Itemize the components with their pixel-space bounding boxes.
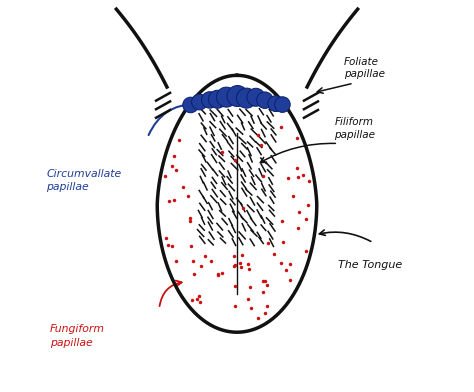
- Circle shape: [183, 97, 199, 113]
- Circle shape: [256, 92, 273, 109]
- Circle shape: [191, 94, 207, 110]
- Circle shape: [274, 97, 290, 113]
- Text: Fungiform
papillae: Fungiform papillae: [50, 325, 105, 348]
- Circle shape: [237, 88, 256, 108]
- Text: Circumvallate
papillae: Circumvallate papillae: [46, 169, 121, 192]
- Text: Foliate
papillae: Foliate papillae: [344, 57, 385, 79]
- Circle shape: [227, 85, 248, 107]
- Circle shape: [247, 88, 265, 106]
- Text: The Tongue: The Tongue: [338, 260, 402, 270]
- Circle shape: [268, 96, 283, 112]
- Text: Filiform
papillae: Filiform papillae: [334, 117, 375, 140]
- Circle shape: [201, 92, 218, 108]
- Circle shape: [216, 87, 237, 107]
- Circle shape: [209, 90, 227, 108]
